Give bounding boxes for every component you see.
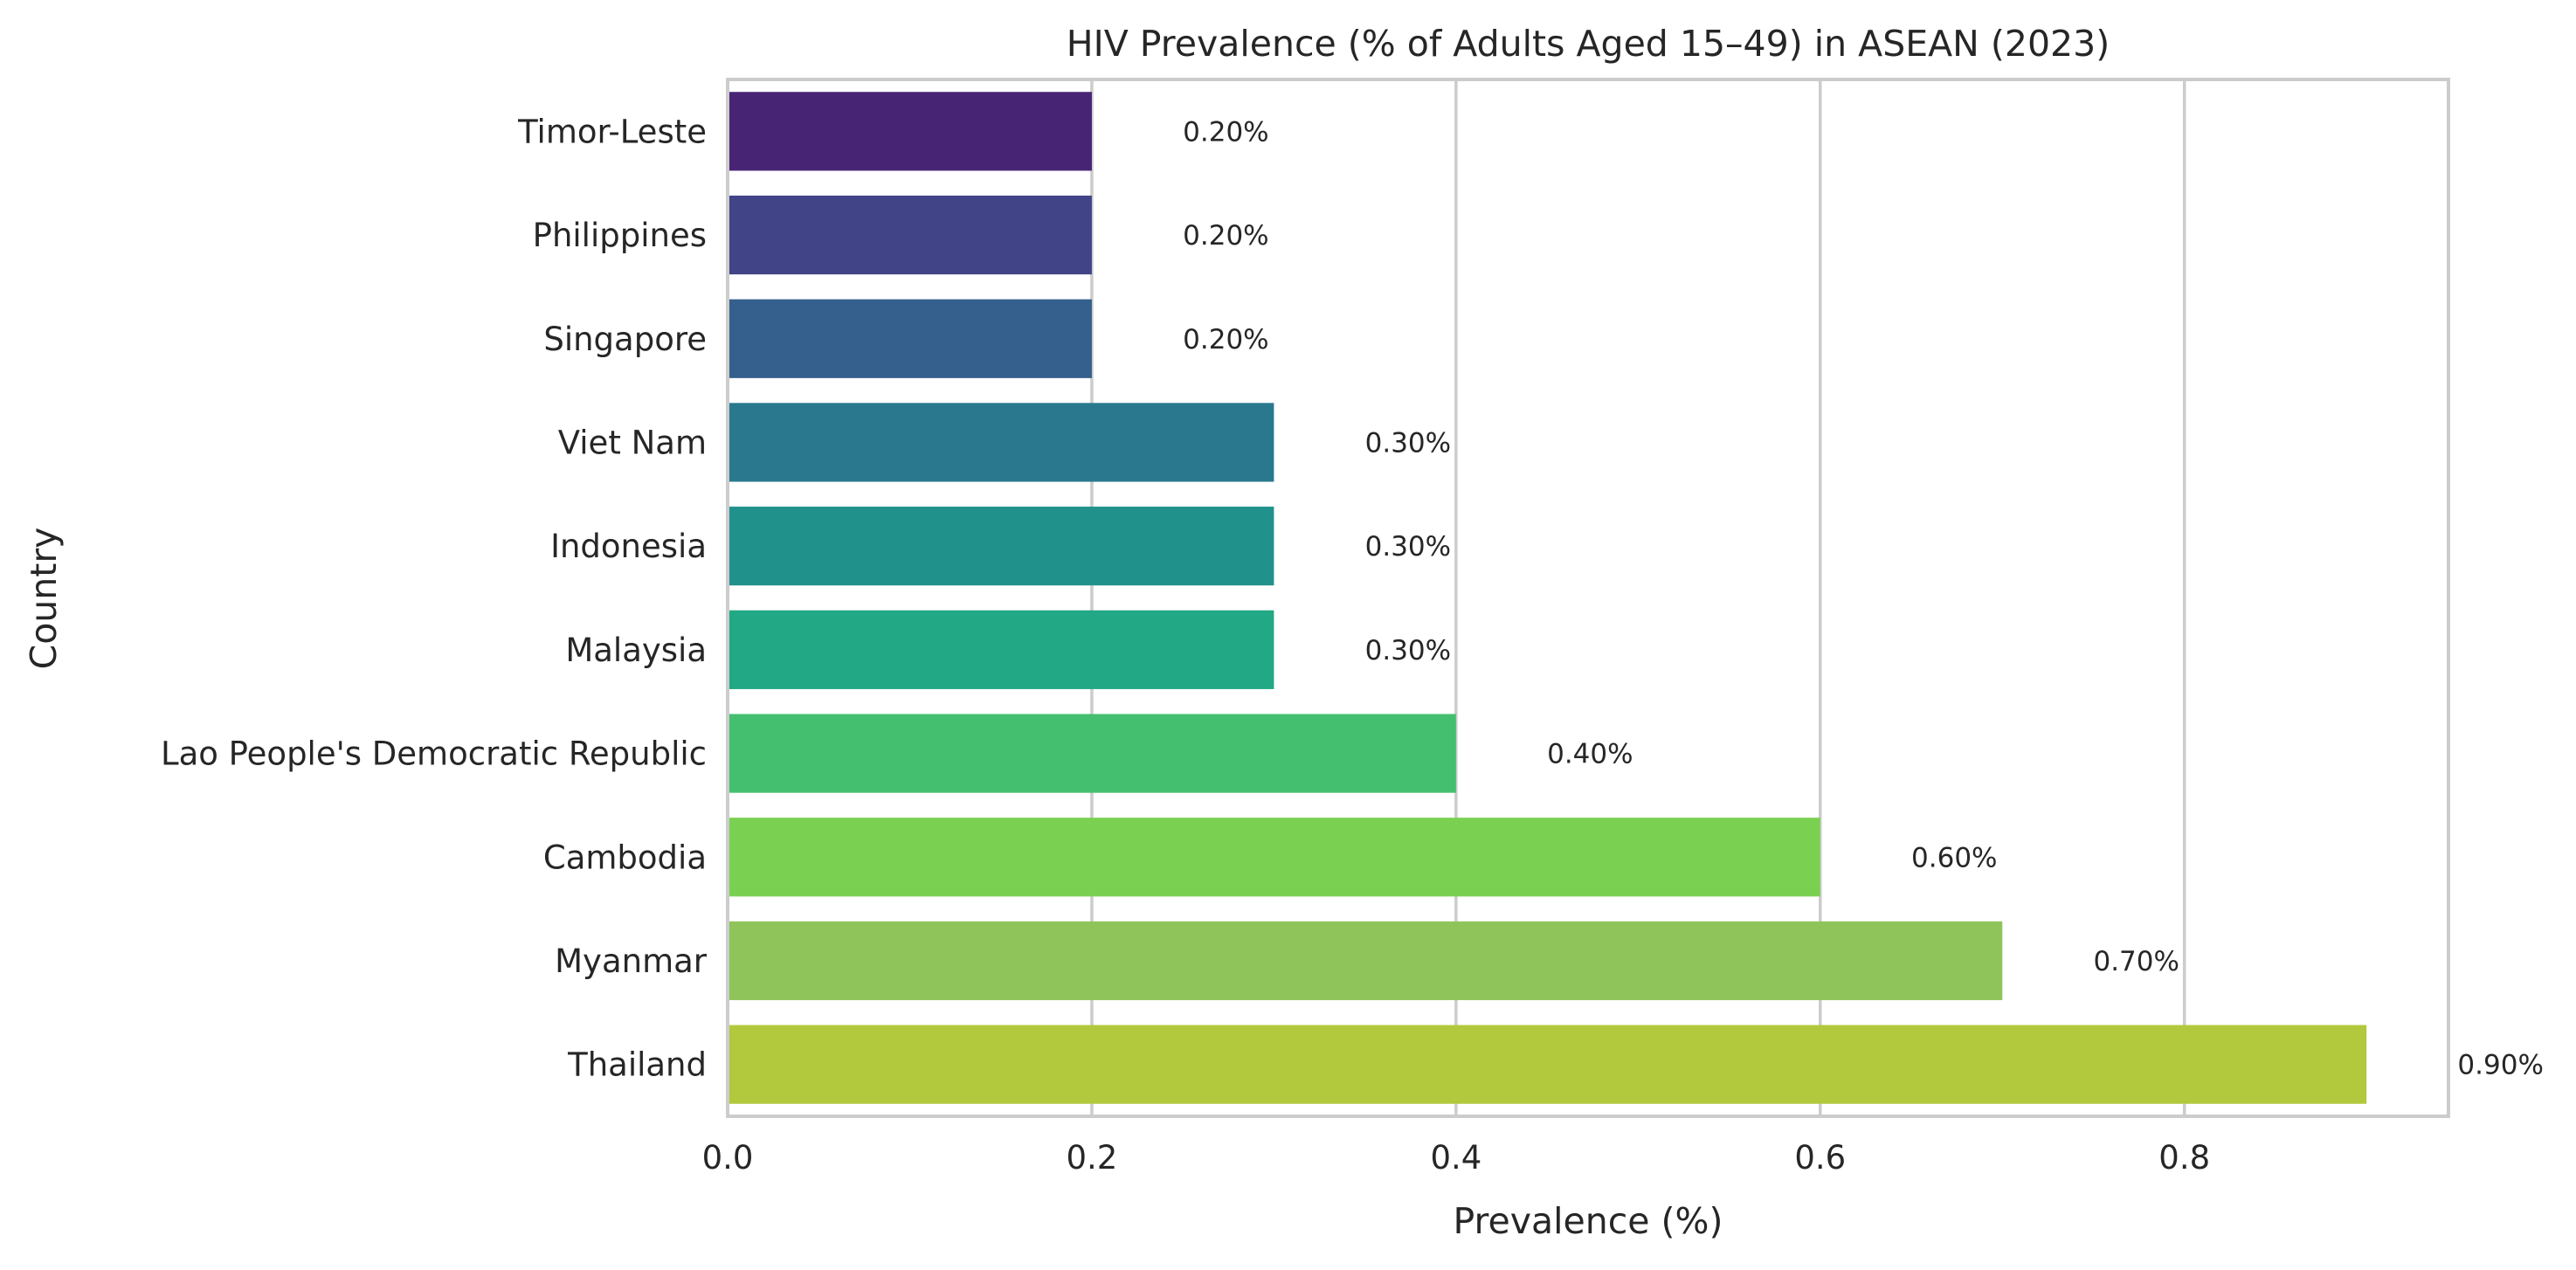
y-axis-label: Country: [23, 528, 65, 670]
bar-value-label: 0.70%: [2093, 946, 2179, 977]
y-tick-label: Viet Nam: [558, 424, 707, 461]
bar-value-label: 0.30%: [1365, 531, 1451, 563]
y-tick-label: Malaysia: [565, 632, 707, 669]
tick-layer: 0.0 0.2 0.4 0.6 0.8 Timor-Leste Philippines Sin…: [161, 113, 2210, 1177]
bar: [728, 1025, 2367, 1104]
bar-value-label: 0.40%: [1547, 739, 1633, 770]
bar: [728, 818, 1820, 897]
y-tick-label: Philippines: [533, 217, 707, 254]
y-tick-label: Lao People's Democratic Republic: [161, 735, 707, 773]
bar-value-label: 0.20%: [1183, 116, 1268, 148]
y-tick-label: Timor-Leste: [517, 113, 707, 150]
bar: [728, 195, 1092, 275]
bar: [728, 507, 1274, 586]
bar: [728, 403, 1274, 482]
y-tick-label: Myanmar: [555, 942, 708, 980]
chart-title: HIV Prevalence (% of Adults Aged 15–49) …: [1067, 23, 2110, 65]
bar-value-label: 0.90%: [2457, 1050, 2543, 1081]
bar-value-label: 0.20%: [1183, 220, 1268, 252]
y-tick-label: Singapore: [543, 321, 707, 358]
x-tick-label: 0.2: [1067, 1139, 1118, 1177]
x-tick-label: 0.4: [1430, 1139, 1481, 1177]
bar: [728, 299, 1092, 378]
bar-value-label: 0.60%: [1911, 842, 1997, 873]
bar: [728, 610, 1274, 689]
bar: [728, 714, 1456, 793]
bar-value-label: 0.30%: [1365, 635, 1451, 666]
plot-frame: [726, 78, 2450, 1118]
bar-layer: [728, 92, 2367, 1104]
x-axis-label: Prevalence (%): [1454, 1200, 1723, 1242]
bar-value-label: 0.30%: [1365, 427, 1451, 459]
x-tick-label: 0.0: [702, 1139, 754, 1177]
y-tick-label: Cambodia: [543, 839, 707, 876]
bar: [728, 921, 2003, 1001]
x-tick-label: 0.8: [2158, 1139, 2210, 1177]
bar: [728, 92, 1092, 171]
label-layer: 0.20% 0.20% 0.20% 0.30% 0.30% 0.30% 0.40% 0.60%…: [1183, 116, 2544, 1080]
x-tick-label: 0.6: [1794, 1139, 1846, 1177]
y-tick-label: Thailand: [567, 1046, 707, 1084]
bar-value-label: 0.20%: [1183, 324, 1268, 355]
y-tick-label: Indonesia: [550, 528, 707, 565]
